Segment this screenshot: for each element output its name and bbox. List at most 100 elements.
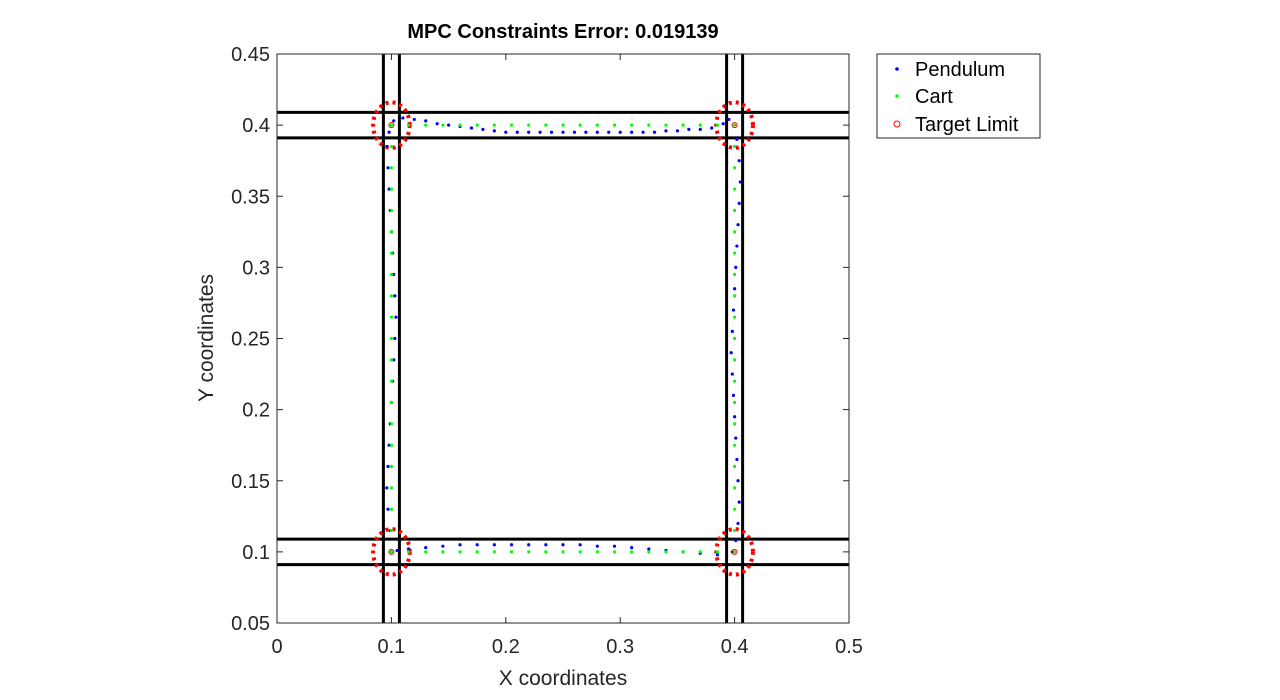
cart-point [733,272,737,277]
pendulum-point [630,546,634,550]
pendulum-point [607,130,611,134]
pendulum-point [630,130,634,134]
pendulum-point [475,543,479,547]
legend-pendulum-label: Pendulum [915,59,1005,81]
pendulum-point [721,122,725,126]
target-limit-marker [388,548,395,555]
y-tick-label: 0.25 [231,329,270,351]
cart-point [733,400,737,405]
cart-point [458,550,462,554]
cart-point [630,123,634,127]
pendulum-point [385,144,389,149]
cart-point [698,550,702,554]
y-tick-label: 0.2 [242,400,270,422]
cart-point [733,230,737,234]
cart-point [733,507,737,511]
cart-point [681,123,685,127]
axes-background [277,54,849,623]
y-tick-label: 0.05 [231,613,270,635]
cart-point [389,230,393,234]
cart-point [389,315,393,319]
pendulum-point [710,126,714,130]
cart-point [544,550,548,554]
pendulum-point [561,130,565,134]
cart-point [733,443,737,447]
cart-point [389,358,393,362]
pendulum-point [729,351,733,355]
pendulum-point [618,130,622,134]
cart-point [389,187,393,191]
y-tick-label: 0.45 [231,44,270,66]
y-tick-label: 0.4 [242,115,270,137]
cart-point [389,272,393,277]
cart-point [527,550,531,554]
pendulum-point [715,553,720,557]
cart-point [733,422,737,426]
pendulum-point [527,130,531,134]
cart-point [664,123,668,127]
cart-point [544,123,548,127]
pendulum-point [527,543,531,547]
pendulum-point [393,336,397,341]
cart-point [647,550,651,554]
pendulum-point [435,122,439,126]
cart-point [389,166,393,170]
cart-point [475,123,479,127]
legend-target-limit-marker [893,120,901,128]
cart-point [733,379,737,383]
pendulum-point [730,329,734,333]
pendulum-point [736,223,740,227]
cart-point [733,144,737,149]
cart-point [733,550,737,554]
cart-point [389,443,393,447]
pendulum-point [561,543,565,547]
legend-target-limit-label: Target Limit [915,114,1019,136]
cart-point [733,123,737,127]
pendulum-point [385,486,389,490]
pendulum-point [735,457,739,462]
cart-point [733,208,737,213]
pendulum-point [481,127,485,131]
cart-point [595,123,599,127]
legend: Pendulum Cart Target Limit [876,53,1041,139]
cart-point [509,123,514,127]
pendulum-point [735,137,739,141]
x-tick-label: 0.4 [721,636,749,658]
pendulum-point [734,265,738,269]
pendulum-point [698,127,702,131]
cart-point [527,123,531,127]
pendulum-point [386,166,390,170]
cart-point [441,550,445,554]
cart-point [578,550,582,554]
cart-point [389,464,393,469]
cart-point [441,123,445,127]
cart-point [492,550,496,554]
pendulum-point [737,159,741,163]
pendulum-point [387,130,391,134]
pendulum-point [641,130,645,134]
cart-point [733,358,737,362]
cart-point [733,336,737,341]
pendulum-point [386,507,390,511]
cart-point [733,528,737,533]
cart-point [561,550,565,554]
y-tick-label: 0.15 [231,471,270,493]
cart-point [733,464,737,469]
cart-point [733,315,737,319]
legend-entry-target-limit: Target Limit [893,114,1019,136]
x-tick-label: 0.5 [835,636,863,658]
cart-point [715,123,720,127]
cart-point [389,400,393,405]
pendulum-point [387,443,391,447]
plot-area: 0 0.1 0.2 0.3 0.4 0.5 0.05 0.1 0.15 0.2 0.25 0.3 0.3… [231,44,863,658]
cart-point [647,123,651,127]
cart-point [715,550,720,554]
x-tick-label: 0 [271,636,282,658]
y-tick-label: 0.3 [242,257,270,279]
x-tick-label: 0.2 [492,636,520,658]
pendulum-point [664,129,668,133]
cart-point [733,166,737,170]
cart-point [389,294,393,298]
pendulum-point [572,130,577,134]
cart-point [509,550,514,554]
